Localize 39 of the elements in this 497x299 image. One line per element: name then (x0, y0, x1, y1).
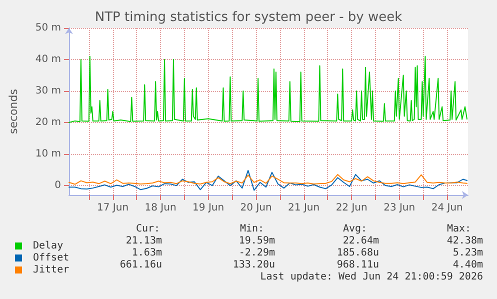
x-tick-label: 18 Jun (144, 202, 176, 214)
text: Last update: Wed Jun 24 21:00:59 2026 (260, 272, 483, 282)
text: Avg: (343, 224, 368, 234)
y-axis-title: seconds (7, 88, 20, 134)
x-tick-label: 19 Jun (192, 202, 224, 214)
line-series (68, 56, 468, 124)
chart-title: NTP timing statistics for system peer - by week (94, 10, 403, 25)
text: 661.16u (120, 260, 162, 270)
text: 968.11u (336, 260, 379, 270)
legend-label: Offset (33, 252, 70, 264)
text: 42.38m (446, 236, 483, 246)
x-tick-label: 17 Jun (97, 202, 129, 214)
x-tick-label: 21 Jun (288, 202, 320, 214)
text: Min: (240, 224, 264, 234)
text: 133.20u (232, 260, 275, 270)
legend-label: Delay (33, 240, 64, 252)
text: 185.68u (336, 248, 379, 258)
x-tick-label: 22 Jun (336, 202, 368, 214)
y-tick-label: 40 m (35, 54, 61, 66)
text: 5.23m (452, 248, 483, 258)
y-tick-label: 0 (54, 180, 61, 192)
text: 1.63m (132, 248, 162, 258)
text: Cur: (136, 224, 160, 234)
text: 4.40m (452, 260, 483, 270)
y-tick-label: 50 m (35, 22, 61, 34)
y-tick-label: 30 m (35, 86, 61, 97)
legend-label: Jitter (33, 264, 70, 276)
line-series (68, 174, 468, 185)
text: 21.13m (126, 236, 162, 246)
text: -2.29m (238, 248, 275, 258)
y-tick-label: 10 m (35, 148, 61, 160)
x-tick-label: 23 Jun (384, 202, 416, 214)
text: 22.64m (342, 236, 379, 246)
x-tick-label: 24 Jun (431, 202, 463, 214)
x-tick-label: 20 Jun (240, 202, 272, 214)
line-series (68, 170, 468, 191)
text: Max: (447, 224, 472, 234)
text: 19.59m (238, 236, 275, 246)
y-tick-label: 20 m (35, 117, 61, 128)
